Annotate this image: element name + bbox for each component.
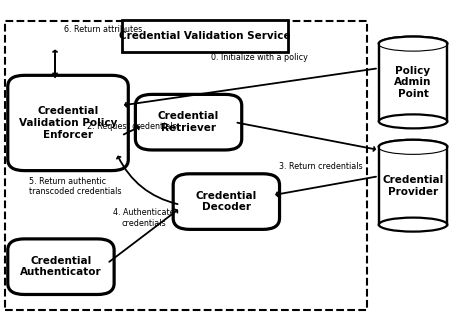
Ellipse shape (379, 140, 447, 154)
FancyBboxPatch shape (8, 239, 114, 294)
Text: Credential
Decoder: Credential Decoder (196, 191, 257, 212)
Text: Credential
Retriever: Credential Retriever (158, 111, 219, 133)
Text: 6. Return attributes: 6. Return attributes (64, 25, 143, 34)
Ellipse shape (379, 37, 447, 51)
FancyBboxPatch shape (8, 75, 128, 171)
FancyBboxPatch shape (136, 94, 242, 150)
Text: 3. Return credentials: 3. Return credentials (279, 162, 363, 171)
Bar (379, 147, 447, 225)
Text: Credential
Validation Policy
Enforcer: Credential Validation Policy Enforcer (19, 106, 117, 140)
FancyBboxPatch shape (122, 20, 288, 52)
Text: 4. Authenticate
credentials: 4. Authenticate credentials (113, 208, 174, 228)
Ellipse shape (379, 218, 447, 232)
Ellipse shape (379, 140, 447, 154)
Ellipse shape (379, 115, 447, 128)
Text: Policy
Admin
Point: Policy Admin Point (394, 66, 432, 99)
Text: Credential Validation Service: Credential Validation Service (119, 32, 291, 41)
FancyBboxPatch shape (173, 174, 280, 229)
Ellipse shape (379, 37, 447, 51)
Text: Credential
Authenticator: Credential Authenticator (20, 256, 102, 278)
Text: 0. Initialize with a policy: 0. Initialize with a policy (211, 53, 308, 62)
Text: 2. Request credentials: 2. Request credentials (87, 122, 177, 131)
Text: 5. Return authentic
transcoded credentials: 5. Return authentic transcoded credentia… (29, 177, 121, 196)
Text: Credential
Provider: Credential Provider (383, 175, 444, 197)
Bar (379, 44, 447, 122)
